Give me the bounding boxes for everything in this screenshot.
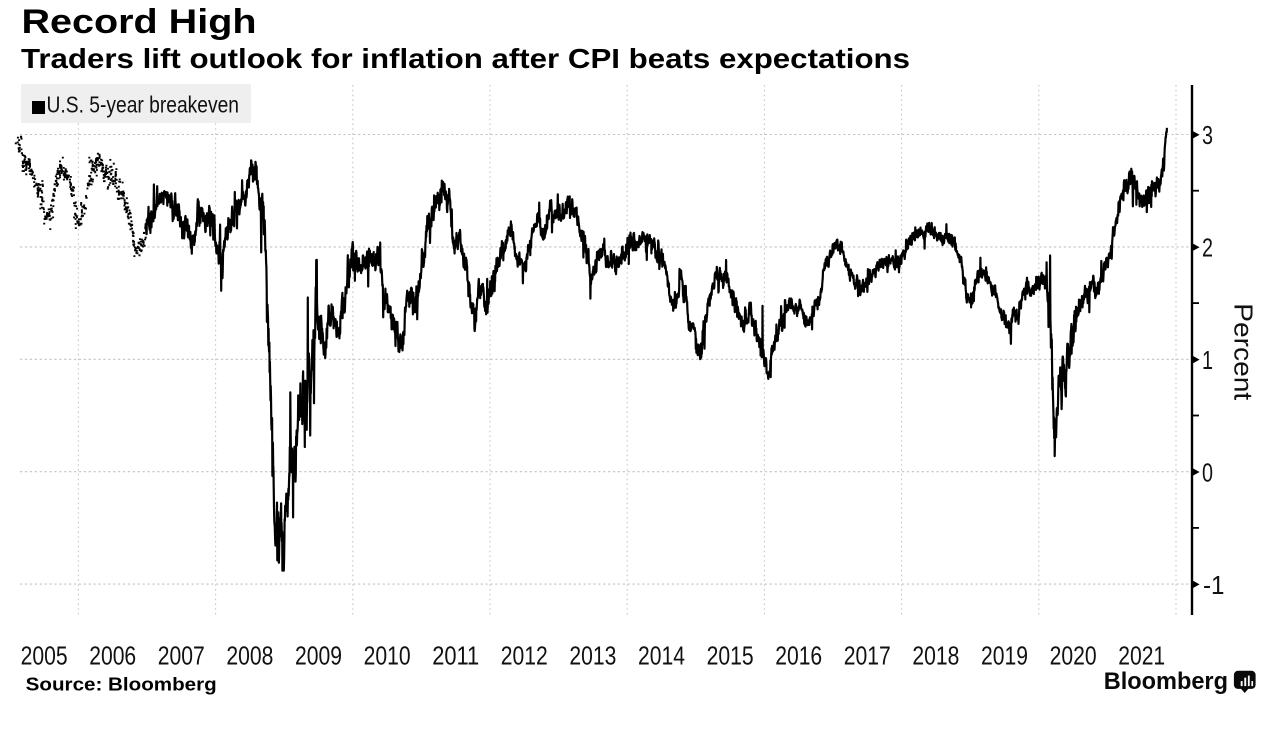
svg-text:2019: 2019: [981, 641, 1028, 671]
svg-text:2010: 2010: [364, 641, 411, 671]
svg-text:2014: 2014: [638, 641, 685, 671]
svg-text:2006: 2006: [89, 641, 136, 671]
svg-text:1: 1: [1202, 345, 1213, 375]
svg-text:2015: 2015: [707, 641, 754, 671]
svg-text:Bloomberg: Bloomberg: [1104, 668, 1228, 695]
svg-text:Record High: Record High: [22, 3, 257, 41]
svg-text:2005: 2005: [21, 641, 68, 671]
svg-text:0: 0: [1202, 457, 1213, 487]
svg-text:-1: -1: [1203, 570, 1225, 600]
svg-text:3: 3: [1202, 120, 1213, 150]
svg-text:2016: 2016: [775, 641, 822, 671]
svg-text:Percent: Percent: [1228, 303, 1258, 401]
svg-text:2011: 2011: [432, 641, 479, 671]
svg-text:2009: 2009: [295, 641, 342, 671]
svg-text:2018: 2018: [912, 641, 959, 671]
svg-text:2007: 2007: [158, 641, 205, 671]
svg-text:2017: 2017: [844, 641, 891, 671]
svg-text:2012: 2012: [501, 641, 548, 671]
svg-text:Traders lift outlook for infla: Traders lift outlook for inflation after…: [21, 43, 910, 74]
svg-text:2021: 2021: [1118, 641, 1165, 671]
svg-text:2013: 2013: [569, 641, 616, 671]
svg-text:U.S. 5-year breakeven: U.S. 5-year breakeven: [47, 92, 240, 118]
svg-text:2020: 2020: [1050, 641, 1097, 671]
svg-text:Source: Bloomberg: Source: Bloomberg: [26, 674, 217, 694]
svg-text:2: 2: [1202, 233, 1213, 263]
svg-text:2008: 2008: [226, 641, 273, 671]
